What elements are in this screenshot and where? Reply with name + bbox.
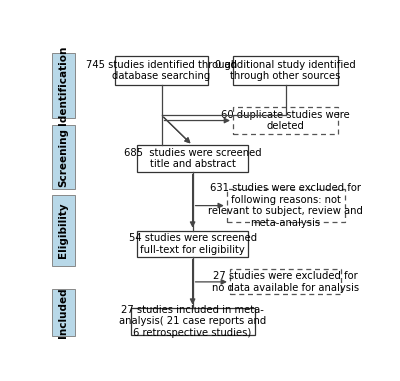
FancyBboxPatch shape — [137, 231, 248, 257]
FancyBboxPatch shape — [52, 53, 75, 118]
Text: Included: Included — [58, 287, 68, 338]
Text: 745 studies identified through
database searching: 745 studies identified through database … — [86, 60, 237, 82]
FancyBboxPatch shape — [227, 189, 344, 223]
FancyBboxPatch shape — [115, 56, 208, 85]
FancyBboxPatch shape — [233, 56, 338, 85]
FancyBboxPatch shape — [230, 269, 342, 295]
Text: 27 studies included in meta-
analysis( 21 case reports and
6 retrospective studi: 27 studies included in meta- analysis( 2… — [119, 305, 266, 338]
Text: 0 additional study identified
through other sources: 0 additional study identified through ot… — [215, 60, 356, 82]
Text: Identification: Identification — [58, 46, 68, 125]
FancyBboxPatch shape — [233, 107, 338, 134]
FancyBboxPatch shape — [52, 125, 75, 189]
Text: 685  studies were screened
title and abstract: 685 studies were screened title and abst… — [124, 148, 262, 170]
Text: 54 studies were screened
full-text for eligibility: 54 studies were screened full-text for e… — [128, 233, 257, 255]
FancyBboxPatch shape — [52, 289, 75, 336]
FancyBboxPatch shape — [137, 146, 248, 172]
Text: Screening: Screening — [58, 128, 68, 187]
FancyBboxPatch shape — [131, 307, 255, 335]
Text: Eligibility: Eligibility — [58, 203, 68, 258]
Text: 60 duplicate studies were
deleted: 60 duplicate studies were deleted — [221, 110, 350, 131]
Text: 631 studies were excluded for
following reasons: not
relevant to subject, review: 631 studies were excluded for following … — [208, 183, 363, 228]
Text: 27 studies were excluded for
no data available for analysis: 27 studies were excluded for no data ava… — [212, 271, 359, 293]
FancyBboxPatch shape — [52, 195, 75, 266]
